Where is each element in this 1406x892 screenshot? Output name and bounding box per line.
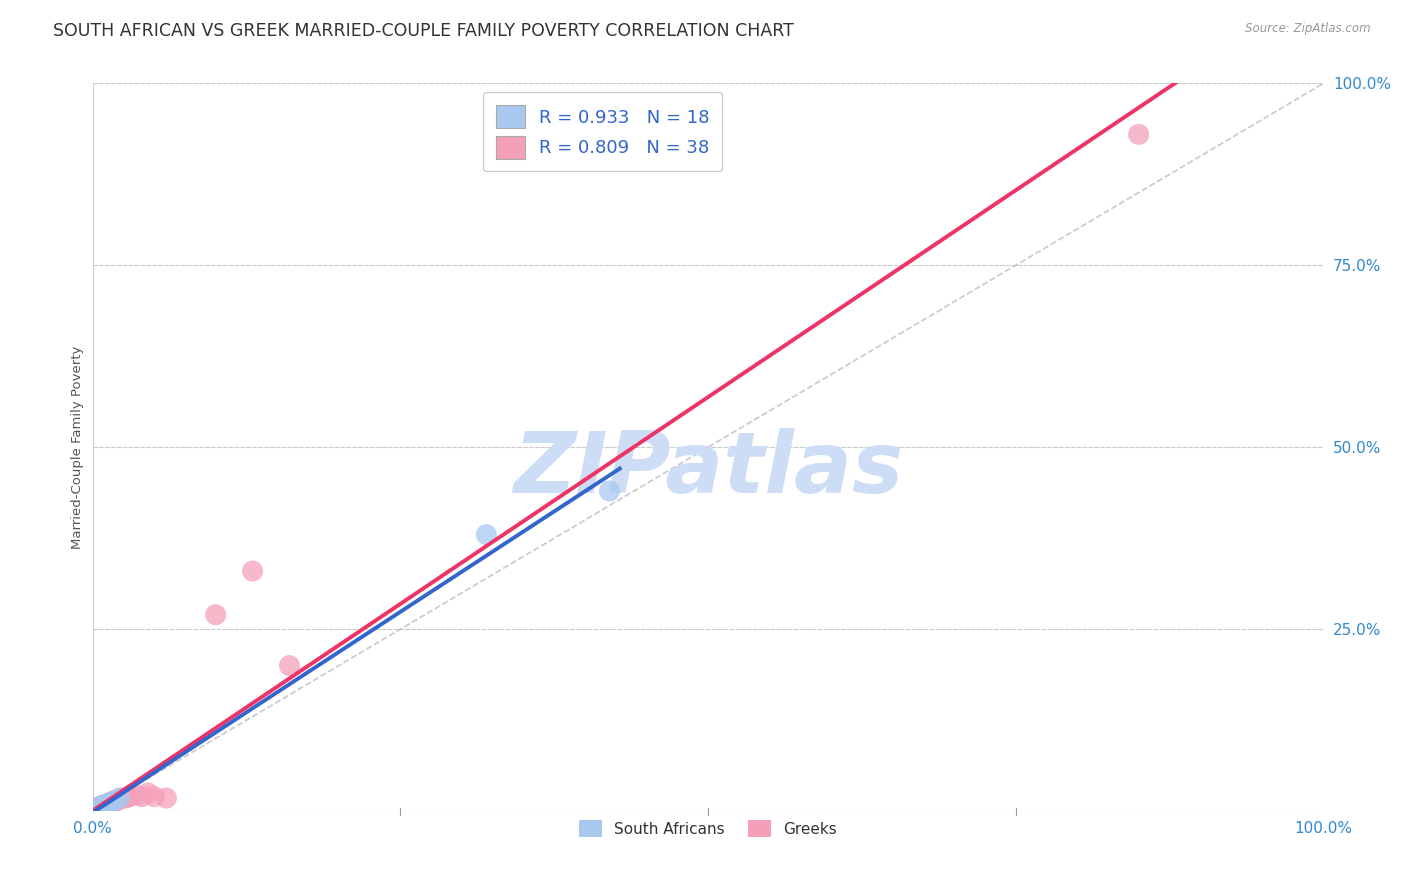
Point [89, 800, 111, 814]
Point [124, 788, 146, 802]
Point [91, 799, 114, 814]
Point [94, 797, 117, 812]
Point [475, 527, 498, 541]
Point [107, 792, 129, 806]
Point [143, 789, 166, 804]
Point [93, 798, 115, 813]
Point [111, 791, 134, 805]
Point [90, 799, 112, 814]
Legend: South Africans, Greeks: South Africans, Greeks [574, 814, 842, 844]
Point [94, 797, 117, 812]
Point [131, 789, 153, 804]
Point [96, 797, 118, 811]
Point [101, 795, 124, 809]
Point [89, 800, 111, 814]
Point [90, 799, 112, 814]
Point [97, 797, 120, 811]
Text: Source: ZipAtlas.com: Source: ZipAtlas.com [1246, 22, 1371, 36]
Point [104, 794, 127, 808]
Point [100, 796, 122, 810]
Point [93, 799, 115, 814]
Point [87, 801, 110, 815]
Point [104, 794, 127, 808]
Point [94, 800, 117, 814]
Point [91, 800, 114, 814]
Point [89, 800, 111, 814]
Point [108, 791, 131, 805]
Text: ZIPatlas: ZIPatlas [513, 427, 903, 510]
Point [84, 802, 107, 816]
Point [97, 796, 120, 810]
Point [115, 790, 138, 805]
Point [242, 564, 264, 578]
Point [86, 801, 108, 815]
Point [118, 789, 141, 804]
Point [103, 796, 125, 810]
Y-axis label: Married-Couple Family Poverty: Married-Couple Family Poverty [72, 345, 84, 549]
Point [86, 801, 108, 815]
Point [136, 786, 159, 800]
Point [87, 800, 110, 814]
Point [90, 800, 112, 814]
Point [84, 802, 107, 816]
Point [598, 483, 620, 498]
Point [100, 796, 122, 810]
Point [96, 797, 118, 811]
Text: SOUTH AFRICAN VS GREEK MARRIED-COUPLE FAMILY POVERTY CORRELATION CHART: SOUTH AFRICAN VS GREEK MARRIED-COUPLE FA… [53, 22, 794, 40]
Point [114, 791, 136, 805]
Point [105, 793, 128, 807]
Point [89, 800, 111, 814]
Point [278, 658, 301, 673]
Point [87, 801, 110, 815]
Point [104, 793, 127, 807]
Point [98, 796, 121, 810]
Point [108, 792, 131, 806]
Point [91, 798, 114, 813]
Point [90, 800, 112, 814]
Point [204, 607, 226, 622]
Point [94, 797, 117, 812]
Point [155, 791, 177, 805]
Point [94, 798, 117, 813]
Point [1128, 128, 1150, 142]
